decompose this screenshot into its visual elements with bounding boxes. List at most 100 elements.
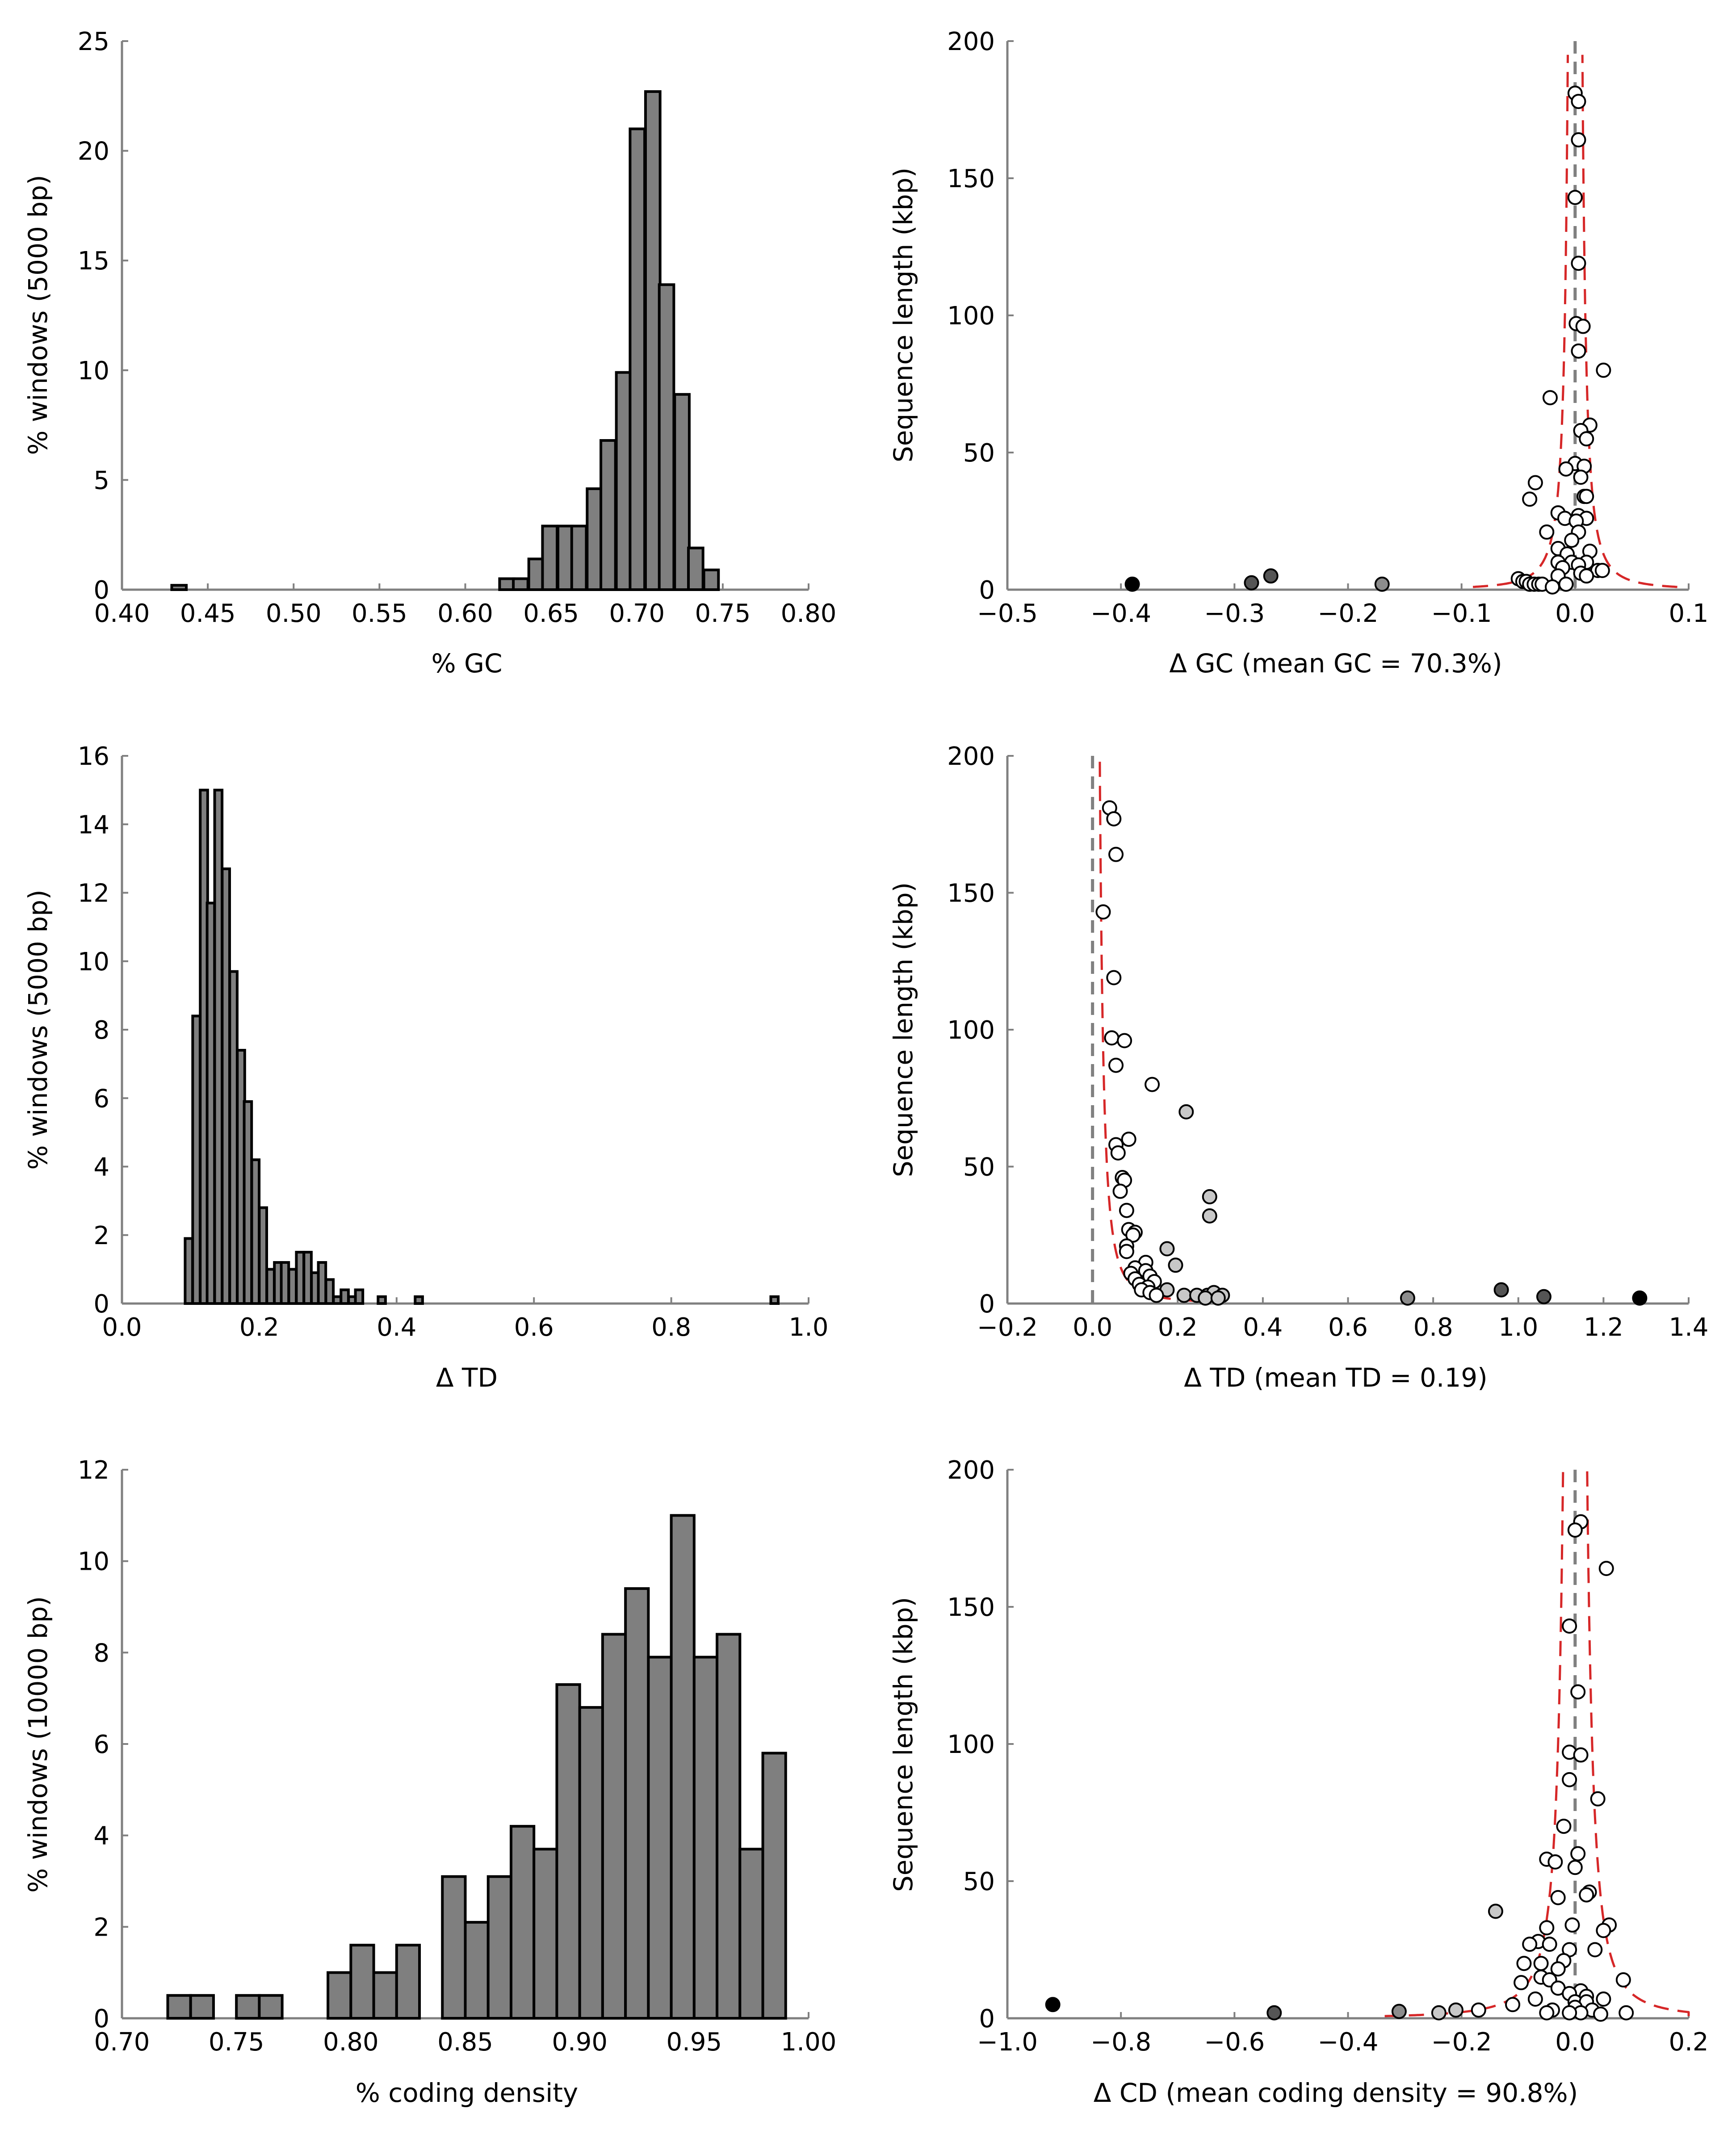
y-tick-label: 4 [93,1822,109,1851]
y-tick-label: 8 [93,1016,109,1045]
y-tick-label: 6 [93,1730,109,1759]
scatter-point [1562,1618,1577,1634]
scatter-point [1596,1991,1611,2007]
y-tick-label: 150 [947,1593,995,1622]
scatter-point [1558,461,1574,477]
y-tick-label: 6 [93,1084,109,1113]
histogram-bar [647,1656,673,2020]
histogram-bar [372,1971,398,2020]
scatter-point [1619,2005,1634,2021]
y-tick-label: 100 [947,1730,995,1759]
scatter-point [1570,1846,1586,1861]
scatter-point [1573,1747,1589,1763]
y-tick-label: 200 [947,27,995,56]
td-histogram-panel: Δ TD % windows (5000 bp) 0.0 0.2 0.4 0.6 0.8… [23,742,829,1393]
y-tick-label: 10 [78,356,109,386]
x-tick-label: 0.90 [552,2028,608,2057]
x-tick-label: 0.8 [1413,1313,1453,1342]
scatter-point [1579,1887,1594,1903]
scatter-point [1590,1791,1606,1807]
y-tick-label: 4 [93,1153,109,1182]
histogram-bar [629,127,646,591]
scatter-point [1522,491,1538,507]
histogram-bar [578,1706,604,2020]
y-tick-label: 50 [963,1153,995,1182]
gc-histogram-panel: % GC % windows (5000 bp) 0.40 0.45 0.50 0.5… [23,27,836,679]
td-scatter-panel: Δ TD (mean TD = 0.19) Sequence length (k… [888,742,1709,1393]
y-tick-label: 10 [78,1547,109,1576]
x-tick-label: 0.75 [695,599,751,628]
x-tick-label: 1.0 [788,1313,828,1342]
y-axis-label: % windows (5000 bp) [23,889,53,1170]
y-tick-label: 10 [78,947,109,977]
x-axis-label: Δ TD [436,1362,498,1393]
scatter-point [1632,1290,1648,1306]
scatter-point [1198,1290,1213,1306]
x-tick-label: 0.75 [209,2028,264,2057]
histogram-bar [170,584,188,591]
scatter-point [1516,1956,1532,1971]
scatter-point [1045,1997,1061,2012]
scatter-point [1542,390,1558,406]
x-tick-label: 0.0 [1555,599,1595,628]
scatter-point [1121,1132,1136,1147]
x-tick-label: 0.70 [609,599,665,628]
y-axis-label: % windows (10000 bp) [23,1596,53,1893]
scatter-point [1514,1975,1529,1991]
y-axis-label: Sequence length (kbp) [888,882,918,1177]
histogram-bar [509,1825,536,2020]
scatter-point [1400,1290,1415,1306]
scatter-point [1527,1991,1543,2007]
scatter-point [1106,811,1122,826]
scatter-point [1579,489,1594,504]
histogram-bar [258,1206,268,1305]
x-tick-label: 0.2 [1669,2028,1708,2057]
x-axis-label: Δ TD (mean TD = 0.19) [1184,1362,1488,1393]
scatter-point [1493,1282,1509,1298]
scatter-point [1587,1942,1603,1958]
x-tick-label: 0.45 [180,599,236,628]
lower-envelope-curve [1472,54,1569,588]
scatter-point [1550,1890,1566,1905]
histogram-bar [716,1633,742,2020]
scatter-point [1106,970,1122,985]
y-tick-label: 0 [93,1290,109,1319]
scatter-point [1562,2005,1577,2021]
scatter-point [1210,1290,1226,1306]
x-tick-label: −0.5 [977,599,1038,628]
histogram-bar [327,1971,352,2020]
y-tick-label: 16 [78,742,109,771]
scatter-point [1547,1854,1563,1870]
x-axis-label: Δ CD (mean coding density = 90.8%) [1094,2078,1578,2108]
x-tick-label: 0.0 [102,1313,142,1342]
gc-scatter-panel: Δ GC (mean GC = 70.3%) Sequence length (… [888,27,1709,679]
x-tick-label: 0.0 [1073,1313,1112,1342]
y-tick-label: 150 [947,164,995,193]
x-tick-label: 0.2 [239,1313,279,1342]
histogram-bar [601,1633,627,2020]
histogram-bar [541,524,559,591]
scatter-point [1533,1956,1549,1971]
histogram-bar [570,524,588,591]
scatter-point [1596,1923,1611,1938]
y-tick-label: 50 [963,439,995,468]
histogram-bar [687,546,704,591]
scatter-point [1539,2005,1555,2021]
x-tick-label: 0.6 [1328,1313,1368,1342]
histogram-bar [324,1278,335,1305]
x-tick-label: 0.0 [1555,2028,1595,2057]
y-tick-label: 14 [78,810,109,839]
scatter-point [1579,568,1594,584]
x-tick-label: −0.2 [1431,2028,1492,2057]
x-tick-label: 0.6 [514,1313,554,1342]
x-tick-label: −0.3 [1204,599,1265,628]
histogram-bar [644,90,662,591]
y-tick-label: 0 [979,576,995,605]
x-tick-label: 0.50 [266,599,322,628]
scatter-point [1176,1287,1192,1303]
scatter-point [1615,1972,1631,1988]
scatter-point [1117,1033,1132,1048]
scatter-point [1562,1772,1577,1787]
x-tick-label: 0.1 [1669,599,1708,628]
